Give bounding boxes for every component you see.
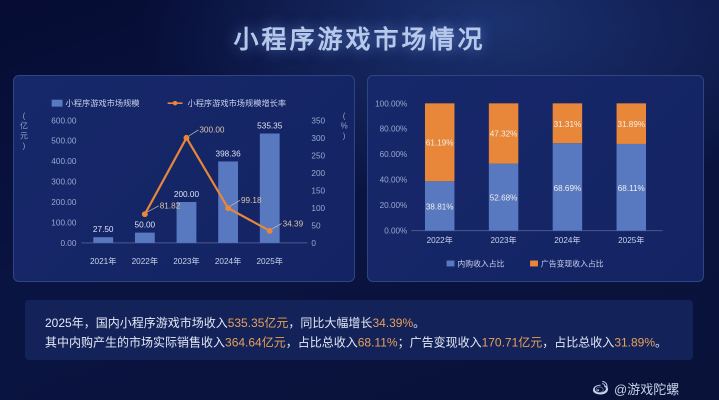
svg-text:小程序游戏市场规模: 小程序游戏市场规模 — [66, 98, 140, 108]
svg-text:99.18: 99.18 — [241, 196, 262, 205]
svg-text:2021年: 2021年 — [90, 256, 117, 266]
svg-text:2022年: 2022年 — [427, 235, 453, 245]
svg-text:68.11%: 68.11% — [618, 184, 645, 193]
svg-text:100: 100 — [311, 204, 325, 213]
svg-text:60.00%: 60.00% — [380, 150, 408, 159]
svg-text:31.89%: 31.89% — [617, 120, 645, 129]
svg-text:2023年: 2023年 — [490, 235, 516, 245]
svg-text:广告变现收入占比: 广告变现收入占比 — [541, 258, 604, 268]
svg-text:100.00%: 100.00% — [375, 99, 407, 108]
svg-text:150: 150 — [311, 186, 325, 195]
svg-text:40.00%: 40.00% — [380, 176, 408, 185]
svg-text:%: % — [341, 121, 348, 130]
svg-text:内购收入占比: 内购收入占比 — [457, 258, 504, 268]
svg-text:50: 50 — [311, 222, 321, 231]
svg-text:2024年: 2024年 — [554, 235, 580, 245]
svg-text:2025年: 2025年 — [256, 256, 283, 266]
svg-text:300.00: 300.00 — [199, 125, 225, 134]
svg-text:200.00: 200.00 — [174, 190, 200, 199]
svg-text:(: ( — [343, 112, 346, 121]
svg-text:80.00%: 80.00% — [380, 125, 408, 134]
svg-text:20.00%: 20.00% — [380, 201, 408, 210]
svg-text:350: 350 — [311, 116, 325, 125]
svg-text:0: 0 — [311, 239, 316, 248]
svg-text:2025年，国内小程序游戏市场收入535.35亿元，同比大幅: 2025年，国内小程序游戏市场收入535.35亿元，同比大幅增长34.39%。 — [45, 315, 425, 330]
svg-text:52.68%: 52.68% — [490, 194, 518, 203]
svg-text:0.00%: 0.00% — [384, 227, 407, 236]
svg-text:元: 元 — [20, 131, 28, 140]
svg-text:500.00: 500.00 — [51, 137, 77, 146]
svg-text:250: 250 — [311, 151, 325, 160]
svg-text:200.00: 200.00 — [51, 198, 77, 207]
svg-text:2024年: 2024年 — [215, 256, 242, 266]
svg-text:0.00: 0.00 — [60, 239, 76, 248]
svg-text:50.00: 50.00 — [135, 220, 156, 229]
svg-text:61.19%: 61.19% — [426, 139, 454, 148]
svg-text:300: 300 — [311, 134, 325, 143]
svg-text:68.69%: 68.69% — [554, 184, 582, 193]
svg-text:): ) — [343, 131, 346, 140]
svg-text:亿: 亿 — [20, 120, 28, 130]
svg-text:小程序游戏市场规模增长率: 小程序游戏市场规模增长率 — [187, 98, 286, 108]
svg-text:2023年: 2023年 — [173, 256, 200, 266]
svg-text:535.35: 535.35 — [257, 121, 283, 130]
svg-text:38.81%: 38.81% — [426, 202, 454, 211]
svg-text:2025年: 2025年 — [618, 235, 644, 245]
svg-text:其中内购产生的市场实际销售收入364.64亿元，占比总收入6: 其中内购产生的市场实际销售收入364.64亿元，占比总收入68.11%；广告变现… — [45, 335, 667, 350]
svg-text:): ) — [23, 141, 26, 150]
svg-text:31.31%: 31.31% — [554, 120, 582, 129]
svg-text:400.00: 400.00 — [51, 157, 77, 166]
svg-text:(: ( — [23, 112, 26, 121]
svg-text:200: 200 — [311, 169, 325, 178]
svg-text:600.00: 600.00 — [51, 116, 77, 125]
svg-text:81.82: 81.82 — [160, 202, 181, 211]
svg-text:100.00: 100.00 — [51, 218, 77, 227]
svg-text:27.50: 27.50 — [93, 225, 114, 234]
svg-text:34.39: 34.39 — [283, 220, 304, 229]
svg-text:398.36: 398.36 — [216, 149, 242, 158]
svg-text:47.32%: 47.32% — [490, 130, 518, 139]
svg-text:300.00: 300.00 — [51, 178, 77, 187]
svg-text:2022年: 2022年 — [132, 256, 159, 266]
